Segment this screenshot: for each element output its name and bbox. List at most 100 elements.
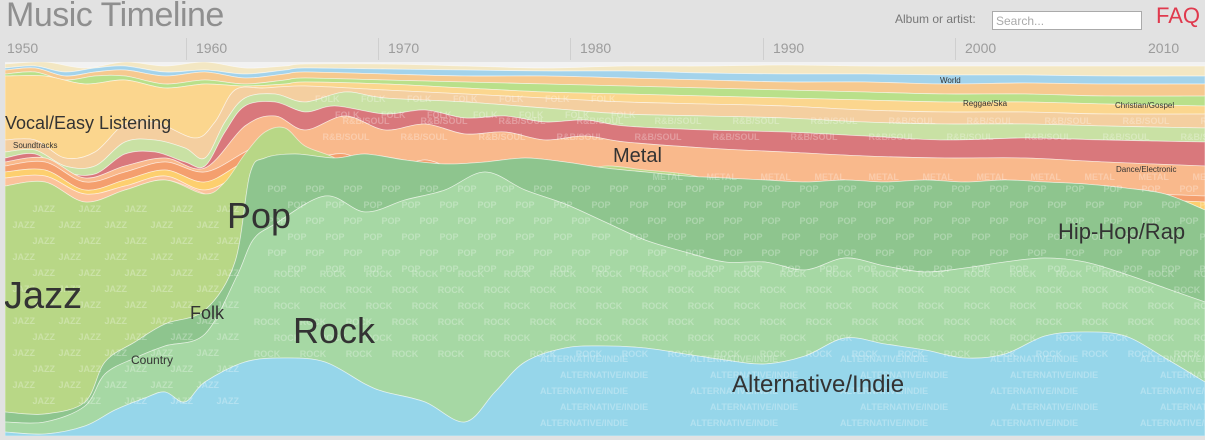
genre-watermark: JAZZ	[79, 268, 102, 278]
genre-watermark: POP	[952, 184, 971, 194]
genre-watermark: ROCK	[366, 301, 393, 311]
page-title: Music Timeline	[6, 0, 224, 34]
genre-watermark: R&B/SOUL	[889, 116, 937, 126]
genre-watermark: POP	[288, 232, 307, 242]
genre-watermark: ROCK	[806, 317, 833, 327]
genre-watermark: METAL	[1193, 172, 1205, 182]
genre-watermark: JAZZ	[125, 300, 148, 310]
genre-watermark: POP	[838, 184, 857, 194]
genre-watermark: POP	[1162, 200, 1181, 210]
genre-watermark: POP	[876, 248, 895, 258]
genre-watermark: POP	[838, 248, 857, 258]
genre-watermark: ROCK	[1194, 269, 1205, 279]
genre-watermark: ALTERNATIVE/INDIE	[540, 354, 628, 364]
genre-watermark: POP	[554, 232, 573, 242]
genre-watermark: ROCK	[990, 285, 1017, 295]
genre-watermark: POP	[686, 216, 705, 226]
genre-watermark: R&B/SOUL	[967, 116, 1015, 126]
genre-watermark: ALTERNATIVE/INDIE	[860, 370, 948, 380]
genre-watermark: POP	[496, 248, 515, 258]
genre-watermark: POP	[382, 184, 401, 194]
genre-watermark: POP	[668, 200, 687, 210]
tick-mark-1990	[763, 38, 764, 60]
genre-watermark: ROCK	[320, 269, 347, 279]
genre-watermark: ROCK	[392, 285, 419, 295]
genre-watermark: METAL	[707, 172, 738, 182]
genre-watermark: POP	[686, 184, 705, 194]
genre-watermark: ROCK	[484, 317, 511, 327]
genre-watermark: POP	[1010, 232, 1029, 242]
genre-watermark: R&B/SOUL	[947, 132, 995, 142]
genre-watermark: ROCK	[780, 333, 807, 343]
genre-watermark: POP	[402, 264, 421, 274]
genre-watermark: R&B/SOUL	[323, 132, 371, 142]
genre-watermark: JAZZ	[197, 284, 220, 294]
genre-watermark: JAZZ	[197, 348, 220, 358]
genre-watermark: JAZZ	[79, 396, 102, 406]
genre-watermark: ROCK	[990, 349, 1017, 359]
genre-watermark: R&B/SOUL	[401, 132, 449, 142]
genre-watermark: POP	[744, 200, 763, 210]
genre-watermark: POP	[972, 232, 991, 242]
genre-watermark: ROCK	[852, 285, 879, 295]
genre-watermark: ROCK	[964, 333, 991, 343]
genre-watermark: ROCK	[530, 285, 557, 295]
genre-watermark: METAL	[653, 172, 684, 182]
genre-watermark: ROCK	[274, 301, 301, 311]
genre-watermark: ROCK	[1056, 333, 1083, 343]
genre-watermark: ROCK	[346, 349, 373, 359]
genre-watermark: POP	[1200, 232, 1205, 242]
genre-watermark: POP	[1104, 248, 1123, 258]
genre-watermark: ROCK	[1128, 349, 1155, 359]
genre-watermark: R&B/SOUL	[811, 116, 859, 126]
genre-watermark: POP	[306, 216, 325, 226]
genre-watermark: POP	[1028, 248, 1047, 258]
streamgraph[interactable]: JAZZ JAZZ JAZZ JAZZ JAZZ JAZZ JAZZ JAZZ JAZZ JAZZ…	[5, 62, 1205, 436]
genre-watermark: POP	[1142, 248, 1161, 258]
genre-watermark: ROCK	[918, 333, 945, 343]
stream-layer-alternative-indie[interactable]	[5, 331, 1205, 436]
genre-watermark: POP	[914, 216, 933, 226]
tick-label-1960: 1960	[196, 40, 228, 56]
genre-watermark: JAZZ	[171, 204, 194, 214]
genre-watermark: POP	[1142, 216, 1161, 226]
search-input[interactable]	[992, 11, 1142, 30]
genre-watermark: ROCK	[806, 285, 833, 295]
genre-watermark: ROCK	[1036, 349, 1063, 359]
genre-watermark: ROCK	[826, 301, 853, 311]
genre-watermark: POP	[972, 264, 991, 274]
genre-watermark: JAZZ	[151, 380, 174, 390]
genre-watermark: POP	[440, 264, 459, 274]
tick-label-1970: 1970	[388, 40, 420, 56]
genre-watermark: R&B/SOUL	[1123, 116, 1171, 126]
genre-watermark: POP	[1010, 264, 1029, 274]
genre-watermark: POP	[1048, 264, 1067, 274]
genre-watermark: POP	[1142, 184, 1161, 194]
genre-watermark: POP	[744, 232, 763, 242]
genre-watermark: JAZZ	[217, 236, 240, 246]
genre-watermark: ROCK	[576, 349, 603, 359]
genre-watermark: ROCK	[458, 301, 485, 311]
genre-watermark: ROCK	[734, 333, 761, 343]
tick-label-2010: 2010	[1148, 40, 1180, 56]
genre-watermark: ROCK	[1082, 349, 1109, 359]
genre-watermark: ALTERNATIVE/INDIE	[540, 418, 628, 428]
genre-watermark: JAZZ	[59, 252, 82, 262]
genre-watermark: ALTERNATIVE/INDIE	[690, 386, 778, 396]
genre-watermark: POP	[858, 200, 877, 210]
genre-watermark: POP	[288, 264, 307, 274]
faq-link[interactable]: FAQ	[1156, 3, 1201, 28]
search-label: Album or artist:	[895, 12, 976, 26]
genre-watermark: POP	[1104, 184, 1123, 194]
genre-watermark: JAZZ	[171, 268, 194, 278]
genre-watermark: ROCK	[1036, 285, 1063, 295]
genre-watermark: POP	[820, 232, 839, 242]
genre-watermark: ROCK	[412, 269, 439, 279]
genre-watermark: FOLK	[407, 94, 432, 104]
genre-watermark: JAZZ	[59, 220, 82, 230]
genre-watermark: ROCK	[300, 317, 327, 327]
genre-watermark: ROCK	[668, 285, 695, 295]
genre-watermark: POP	[382, 216, 401, 226]
genre-watermark: POP	[668, 232, 687, 242]
